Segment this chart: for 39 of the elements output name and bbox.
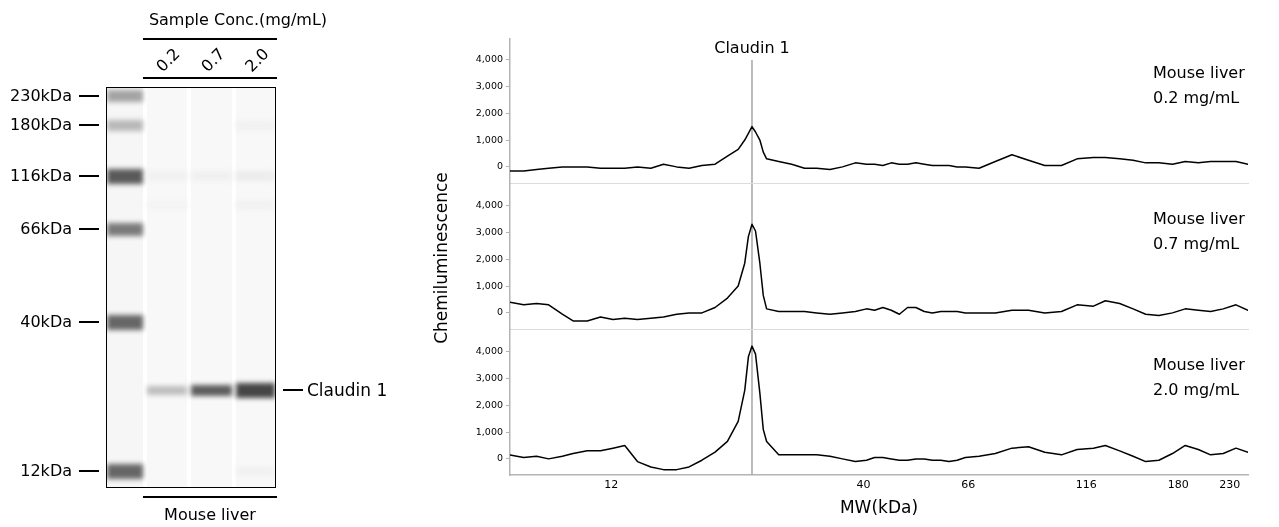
y-tick-label: 3,000 (475, 79, 503, 91)
text: Mouse liver 0.7 mg/mL (1153, 208, 1246, 255)
category-label: 2.0 (240, 44, 273, 76)
text: Claudin 1 (307, 379, 388, 401)
y-tick-label: 3,000 (475, 225, 503, 237)
category-label: 0.7 (196, 44, 229, 76)
text: 12kDa (20, 461, 72, 481)
y-axis-title: Chemiluminescence (430, 171, 452, 344)
y-tick-label: 4,000 (475, 344, 503, 356)
text: Sample Conc.(mg/mL) (148, 10, 328, 30)
y-tick-label: 2,000 (475, 252, 503, 264)
y-tick-label: 1,000 (475, 133, 503, 145)
y-tick-label: 0 (496, 160, 503, 172)
x-tick-label: 66 (961, 478, 976, 492)
x-axis-title: MW(kDa) (839, 497, 919, 518)
x-tick-label: 116 (1075, 478, 1097, 492)
y-tick-label: 1,000 (475, 279, 503, 291)
y-tick-label: 2,000 (475, 106, 503, 118)
y-tick-label: 3,000 (475, 371, 503, 383)
y-tick-label: 4,000 (475, 52, 503, 64)
text: 66kDa (20, 219, 72, 239)
y-tick-label: 1,000 (475, 425, 503, 437)
x-tick-label: 40 (856, 478, 871, 492)
text: Mouse liver (164, 505, 256, 525)
text: Mouse liver 2.0 mg/mL (1153, 354, 1246, 401)
x-tick-label: 180 (1167, 478, 1189, 492)
text: 116kDa (10, 166, 72, 186)
category-label: 0.2 (152, 44, 184, 76)
y-tick-label: 2,000 (475, 398, 503, 410)
x-tick-label: 12 (604, 478, 619, 492)
text: 40kDa (20, 312, 72, 332)
text: 180kDa (10, 115, 72, 135)
y-tick-label: 0 (496, 452, 503, 464)
y-tick-label: 0 (496, 306, 503, 318)
text: Mouse liver 0.2 mg/mL (1153, 62, 1246, 109)
x-tick-label: 230 (1219, 478, 1241, 492)
ref-line-label: Claudin 1 (714, 38, 790, 58)
y-tick-label: 4,000 (475, 198, 503, 210)
text: 230kDa (10, 86, 72, 106)
